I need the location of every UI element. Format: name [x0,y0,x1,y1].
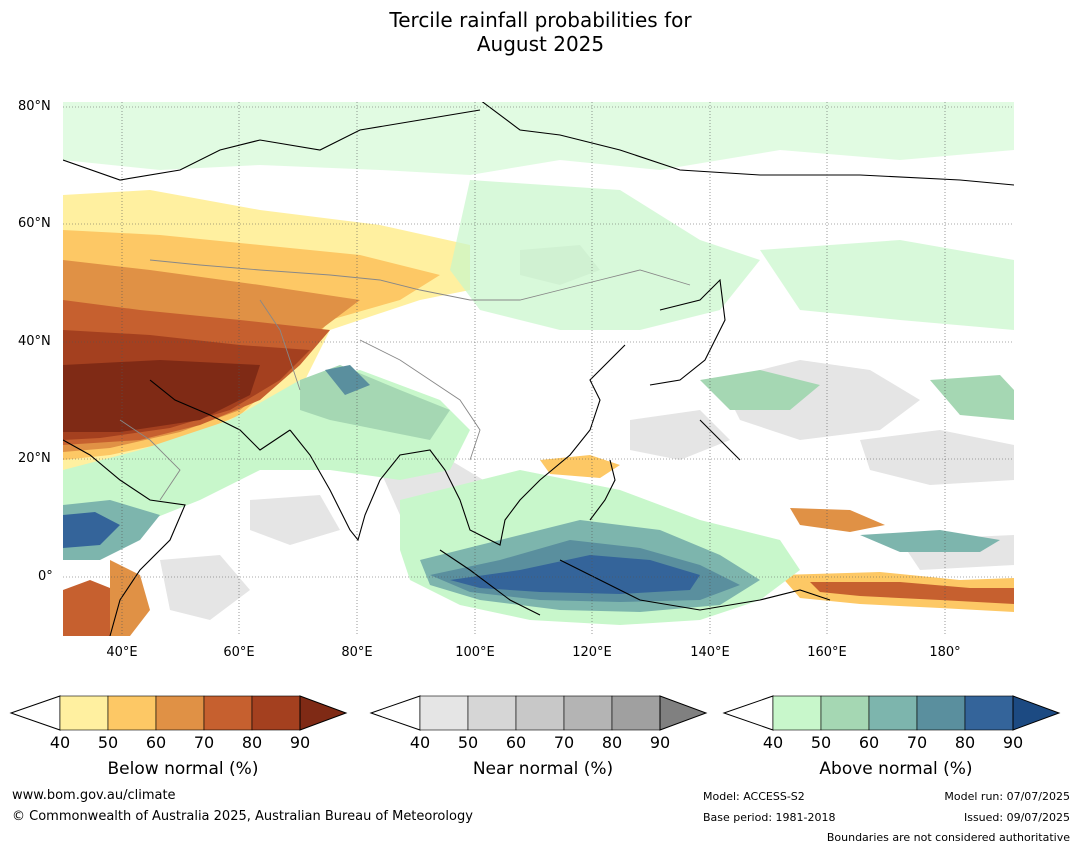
website-link[interactable]: www.bom.gov.au/climate [12,788,176,803]
legend-below-normal: 40 50 60 70 80 90 Below normal (%) [8,693,358,783]
model-name: Model: ACCESS-S2 [703,790,805,803]
issued-date: Issued: 09/07/2025 [963,811,1070,824]
swatch-near-50 [467,695,517,731]
legend-caption-near: Near normal (%) [472,759,614,779]
title-line-2: August 2025 [476,32,605,56]
legend-near-normal: 40 50 60 70 80 90 Near normal (%) [368,693,718,783]
swatch-below-40 [59,695,109,731]
copyright-text: © Commonwealth of Australia 2025, Austra… [12,809,473,824]
colorbar-above-normal [722,695,1061,731]
legend-caption-below: Below normal (%) [107,759,259,779]
swatch-above-50 [820,695,870,731]
tick-near-50: 50 [457,733,479,752]
tick-above-50: 50 [810,733,832,752]
swatch-near-80 [611,695,661,731]
lon-label-180: 180° [929,645,961,660]
lat-label-60n: 60°N [18,216,51,231]
swatch-below-90 [299,695,348,731]
rainfall-map [63,102,1014,636]
tick-below-50: 50 [97,733,119,752]
lat-label-20n: 20°N [18,451,51,466]
tick-above-40: 40 [762,733,784,752]
tick-near-40: 40 [409,733,431,752]
above-normal-region [63,102,1014,625]
tick-near-60: 60 [505,733,527,752]
tick-below-80: 80 [241,733,263,752]
lat-label-40n: 40°N [18,334,51,349]
swatch-near-70 [563,695,613,731]
lat-label-0: 0° [38,569,53,584]
lon-label-120e: 120°E [572,645,612,660]
tick-below-70: 70 [193,733,215,752]
map-title: Tercile rainfall probabilities for Augus… [0,8,1081,56]
swatch-near-60 [515,695,565,731]
legend-caption-above: Above normal (%) [819,759,973,779]
swatch-near-90 [659,695,708,731]
swatch-above-90 [1012,695,1061,731]
swatch-below-70 [203,695,253,731]
lon-label-60e: 60°E [223,645,255,660]
lon-label-160e: 160°E [807,645,847,660]
tick-near-90: 90 [649,733,671,752]
gridlines [63,102,1014,636]
tick-below-40: 40 [49,733,71,752]
tick-above-60: 60 [858,733,880,752]
boundaries-disclaimer: Boundaries are not considered authoritat… [826,831,1070,844]
lon-label-80e: 80°E [341,645,373,660]
swatch-above-40 [772,695,822,731]
tick-above-90: 90 [1002,733,1024,752]
coastlines [63,102,1014,636]
below-normal-region [63,190,1014,636]
swatch-near-40 [419,695,469,731]
title-line-1: Tercile rainfall probabilities for [389,8,692,32]
country-borders [119,259,691,501]
tick-below-90: 90 [289,733,311,752]
lon-label-100e: 100°E [455,645,495,660]
tick-above-80: 80 [954,733,976,752]
tick-below-60: 60 [145,733,167,752]
colorbar-near-normal [369,695,708,731]
swatch-below-80 [251,695,301,731]
tick-near-70: 70 [553,733,575,752]
lon-label-40e: 40°E [106,645,138,660]
swatch-below-50 [107,695,157,731]
colorbar-below-normal [9,695,348,731]
base-period: Base period: 1981-2018 [703,811,836,824]
lat-label-80n: 80°N [18,99,51,114]
model-run-date: Model run: 07/07/2025 [944,790,1070,803]
swatch-above-60 [868,695,918,731]
swatch-above-70 [916,695,966,731]
legend-above-normal: 40 50 60 70 80 90 Above normal (%) [721,693,1071,783]
swatch-below-60 [155,695,205,731]
tick-near-80: 80 [601,733,623,752]
tick-above-70: 70 [906,733,928,752]
lon-label-140e: 140°E [690,645,730,660]
swatch-above-80 [964,695,1014,731]
